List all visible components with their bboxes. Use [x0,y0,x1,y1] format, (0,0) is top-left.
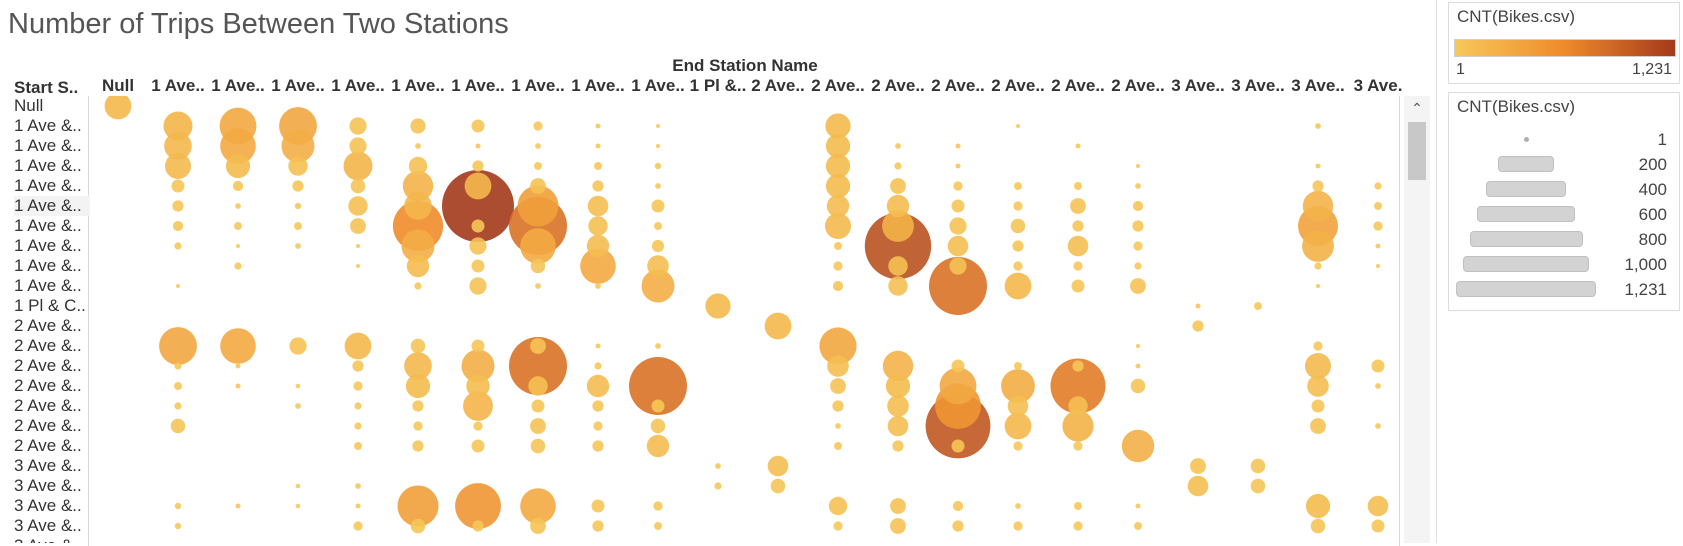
size-legend-label: 200 [1638,155,1667,174]
size-legend-label: 1,231 [1624,280,1667,299]
column-header[interactable]: 2 Ave.. [1051,76,1105,95]
size-legend-title: CNT(Bikes.csv) [1457,97,1576,116]
chart-title: Number of Trips Between Two Stations [8,8,509,40]
size-legend-item: 200 [1449,152,1679,177]
column-header[interactable]: 1 Pl &.. [689,76,747,95]
size-legend-item: 800 [1449,227,1679,252]
column-header[interactable]: 2 Ave.. [751,76,805,95]
row-label[interactable]: 1 Ave &.. [14,256,82,275]
plot-area [88,96,1400,546]
vertical-scrollbar[interactable]: ⌃ [1404,96,1430,543]
column-header[interactable]: 1 Ave.. [631,76,685,95]
row-label[interactable]: 1 Ave &.. [14,236,82,255]
size-legend-label: 800 [1638,230,1667,249]
size-legend-bar [1456,281,1596,297]
size-legend-label: 600 [1638,205,1667,224]
row-header[interactable]: Start S.. [14,78,79,97]
scroll-up-arrow-icon[interactable]: ⌃ [1411,100,1423,116]
size-legend-label: 1 [1657,130,1667,149]
column-header[interactable]: 1 Ave.. [271,76,325,95]
column-header[interactable]: 1 Ave.. [391,76,445,95]
column-header[interactable]: 2 Ave.. [931,76,985,95]
row-label[interactable]: 1 Ave &.. [14,156,82,175]
color-ramp [1454,39,1676,57]
row-label[interactable]: 2 Ave &.. [14,436,82,455]
color-legend-title: CNT(Bikes.csv) [1457,7,1576,26]
size-legend-item: 1,231 [1449,277,1679,302]
size-legend-item: 400 [1449,177,1679,202]
row-label[interactable]: 2 Ave &.. [14,416,82,435]
column-header[interactable]: 2 Ave.. [811,76,865,95]
column-header[interactable]: 2 Ave.. [991,76,1045,95]
row-label[interactable]: 1 Ave &.. [14,136,82,155]
panel-divider [1436,0,1437,543]
size-legend-dot [1524,137,1529,142]
row-label[interactable]: 1 Ave &.. [14,216,82,235]
row-label[interactable]: 1 Ave &.. [14,196,90,216]
size-legend-bar [1498,156,1554,172]
size-legend-bar [1463,256,1589,272]
color-ramp-max-label: 1,231 [1631,61,1672,78]
row-label[interactable]: 2 Ave &.. [14,356,82,375]
size-legend-bar [1477,206,1575,222]
column-header[interactable]: 1 Ave.. [151,76,205,95]
size-legend-label: 400 [1638,180,1667,199]
size-legend-item: 1,000 [1449,252,1679,277]
scroll-thumb[interactable] [1408,122,1426,180]
color-legend[interactable]: CNT(Bikes.csv) 1 1,231 [1448,2,1680,84]
column-header[interactable]: Null [101,76,135,95]
size-legend[interactable]: CNT(Bikes.csv) 1 200 400 600 800 1,000 1,231 [1448,92,1680,311]
row-label[interactable]: 1 Ave &.. [14,116,82,135]
column-super-header: End Station Name [672,56,818,75]
size-legend-bar [1470,231,1583,247]
row-label[interactable]: 3 Ave &.. [14,496,82,515]
row-label[interactable]: 2 Ave &.. [14,396,82,415]
row-labels: Null 1 Ave &.. 1 Ave &.. 1 Ave &.. 1 Ave &..… [14,96,90,543]
column-header[interactable]: 1 Ave.. [511,76,565,95]
column-headers: Null 1 Ave.. 1 Ave.. 1 Ave.. 1 Ave.. 1 Ave.. 1… [0,76,1410,98]
column-header[interactable]: 1 Ave.. [451,76,505,95]
color-ramp-min-label: 1 [1456,61,1465,78]
column-header[interactable]: 3 Ave. [1353,76,1403,95]
column-header[interactable]: 3 Ave.. [1171,76,1225,95]
row-label[interactable]: Null [14,96,44,115]
row-label[interactable]: 2 Ave &.. [14,316,82,335]
size-legend-item: 1 [1449,127,1679,152]
row-label[interactable]: 2 Ave &.. [14,336,82,355]
row-label[interactable]: 3 Ave &.. [14,536,90,543]
row-label[interactable]: 1 Ave &.. [14,276,82,295]
row-label[interactable]: 1 Ave &.. [14,176,82,195]
row-label[interactable]: 1 Pl & C.. [14,296,86,315]
column-header[interactable]: 3 Ave.. [1231,76,1285,95]
row-label[interactable]: 3 Ave &.. [14,456,82,475]
column-header[interactable]: 2 Ave.. [871,76,925,95]
column-header[interactable]: 1 Ave.. [331,76,385,95]
row-label[interactable]: 3 Ave &.. [14,476,82,495]
size-legend-item: 600 [1449,202,1679,227]
size-legend-bar [1486,181,1566,197]
row-label[interactable]: 2 Ave &.. [14,376,82,395]
column-header[interactable]: 2 Ave.. [1111,76,1165,95]
column-header[interactable]: 1 Ave.. [211,76,265,95]
row-label[interactable]: 3 Ave &.. [14,516,82,535]
size-legend-label: 1,000 [1624,255,1667,274]
column-header[interactable]: 1 Ave.. [571,76,625,95]
column-header[interactable]: 3 Ave.. [1291,76,1345,95]
